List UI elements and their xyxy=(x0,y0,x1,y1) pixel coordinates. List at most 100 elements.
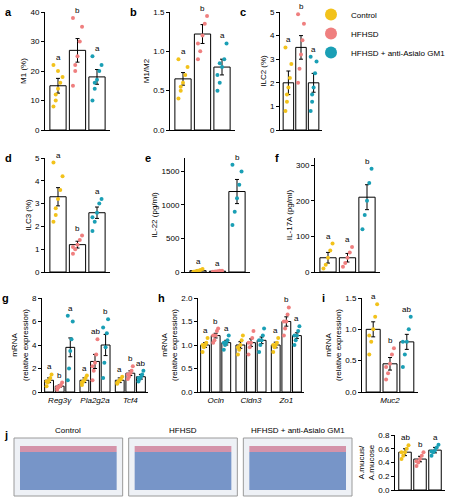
svg-text:1.5: 1.5 xyxy=(153,8,165,17)
svg-text:0: 0 xyxy=(270,126,275,135)
svg-text:1.0: 1.0 xyxy=(345,325,357,334)
svg-text:40: 40 xyxy=(30,8,39,17)
svg-text:b: b xyxy=(57,371,62,380)
svg-text:Reg3γ: Reg3γ xyxy=(48,396,72,405)
svg-text:a: a xyxy=(95,44,100,53)
svg-text:0.5: 0.5 xyxy=(345,356,357,365)
svg-text:IL-17A (pg/ml): IL-17A (pg/ml) xyxy=(285,190,294,241)
svg-text:a: a xyxy=(117,365,122,374)
svg-text:a: a xyxy=(326,232,331,241)
svg-text:h: h xyxy=(158,292,165,304)
svg-text:b: b xyxy=(235,153,240,162)
svg-text:b: b xyxy=(130,6,137,18)
svg-text:0: 0 xyxy=(305,268,310,277)
svg-text:a: a xyxy=(273,326,278,335)
svg-text:1.5: 1.5 xyxy=(345,294,357,303)
svg-text:b: b xyxy=(365,157,370,166)
svg-text:1.0: 1.0 xyxy=(181,341,193,350)
svg-text:b: b xyxy=(284,295,289,304)
svg-text:a: a xyxy=(215,259,220,268)
svg-text:1: 1 xyxy=(35,245,40,254)
svg-text:a: a xyxy=(311,45,316,54)
svg-text:5: 5 xyxy=(35,154,40,163)
svg-text:d: d xyxy=(5,152,12,164)
svg-text:g: g xyxy=(2,292,9,304)
svg-text:4: 4 xyxy=(270,31,275,40)
svg-text:mRNA(relative expression): mRNA(relative expression) xyxy=(10,309,29,381)
svg-text:0.6: 0.6 xyxy=(378,445,390,454)
svg-text:b: b xyxy=(103,307,108,316)
svg-text:b: b xyxy=(75,6,80,15)
svg-text:M1 (%): M1 (%) xyxy=(19,58,28,84)
svg-text:Zo1: Zo1 xyxy=(278,396,293,405)
svg-text:1500: 1500 xyxy=(162,167,180,176)
svg-text:a: a xyxy=(181,47,186,56)
svg-text:0.5: 0.5 xyxy=(153,86,165,95)
svg-text:4: 4 xyxy=(32,341,37,350)
svg-text:HFHSD + anti-Asialo GM1: HFHSD + anti-Asialo GM1 xyxy=(351,49,445,58)
svg-text:0.4: 0.4 xyxy=(378,458,390,467)
svg-text:20: 20 xyxy=(30,67,39,76)
svg-text:2: 2 xyxy=(35,222,40,231)
svg-text:a: a xyxy=(345,235,350,244)
svg-text:4: 4 xyxy=(35,177,40,186)
svg-text:0.0: 0.0 xyxy=(181,388,193,397)
svg-text:mRNA(relative expression): mRNA(relative expression) xyxy=(160,309,179,381)
svg-text:A.mucus/A.mucose: A.mucus/A.mucose xyxy=(357,444,376,480)
svg-text:2: 2 xyxy=(32,364,37,373)
svg-text:1.5: 1.5 xyxy=(181,317,193,326)
svg-text:0.0: 0.0 xyxy=(378,486,390,495)
svg-text:ab: ab xyxy=(401,433,410,442)
svg-text:3: 3 xyxy=(35,199,40,208)
svg-text:1000: 1000 xyxy=(162,201,180,210)
svg-text:1: 1 xyxy=(270,102,275,111)
svg-text:b: b xyxy=(299,2,304,11)
svg-text:a: a xyxy=(95,187,100,196)
svg-text:a: a xyxy=(220,31,225,40)
svg-text:0: 0 xyxy=(35,268,40,277)
svg-text:0.2: 0.2 xyxy=(378,472,390,481)
svg-text:ILC3 (%): ILC3 (%) xyxy=(24,199,33,231)
svg-text:ILC2 (%): ILC2 (%) xyxy=(259,55,268,87)
svg-text:2: 2 xyxy=(270,79,275,88)
svg-text:1.0: 1.0 xyxy=(153,47,165,56)
svg-text:HFHSD + anti-Asialo GM1: HFHSD + anti-Asialo GM1 xyxy=(251,426,345,435)
svg-text:a: a xyxy=(224,324,229,333)
svg-text:300: 300 xyxy=(296,161,310,170)
svg-text:Muc2: Muc2 xyxy=(380,396,400,405)
svg-text:8: 8 xyxy=(32,294,37,303)
svg-text:a: a xyxy=(47,362,52,371)
svg-text:a: a xyxy=(203,326,208,335)
svg-text:Tcf4: Tcf4 xyxy=(123,396,138,405)
svg-text:b: b xyxy=(75,224,80,233)
svg-text:200: 200 xyxy=(296,197,310,206)
svg-text:6: 6 xyxy=(32,317,37,326)
svg-text:0.0: 0.0 xyxy=(345,388,357,397)
svg-text:100: 100 xyxy=(296,232,310,241)
svg-text:e: e xyxy=(145,152,151,164)
svg-text:a: a xyxy=(294,314,299,323)
svg-text:b: b xyxy=(388,336,393,345)
svg-text:a: a xyxy=(433,433,438,442)
svg-text:i: i xyxy=(322,292,325,304)
svg-text:IL-22 (pg/ml): IL-22 (pg/ml) xyxy=(150,192,159,238)
svg-text:30: 30 xyxy=(30,37,39,46)
svg-text:a: a xyxy=(56,151,61,160)
svg-text:a: a xyxy=(5,6,12,18)
svg-text:500: 500 xyxy=(166,234,180,243)
svg-text:Control: Control xyxy=(351,11,377,20)
svg-text:2.0: 2.0 xyxy=(181,294,193,303)
svg-text:c: c xyxy=(240,6,246,18)
svg-text:0.5: 0.5 xyxy=(181,364,193,373)
svg-text:a: a xyxy=(196,257,201,266)
svg-text:mRNA(relative expression): mRNA(relative expression) xyxy=(324,309,343,381)
svg-text:0: 0 xyxy=(35,126,40,135)
svg-text:0.8: 0.8 xyxy=(378,431,390,440)
svg-text:a: a xyxy=(371,292,376,301)
svg-text:HFHSD: HFHSD xyxy=(169,426,197,435)
svg-text:a: a xyxy=(286,35,291,44)
svg-text:b: b xyxy=(418,440,423,449)
svg-text:5: 5 xyxy=(270,8,275,17)
svg-text:a: a xyxy=(68,304,73,313)
svg-text:a: a xyxy=(82,364,87,373)
